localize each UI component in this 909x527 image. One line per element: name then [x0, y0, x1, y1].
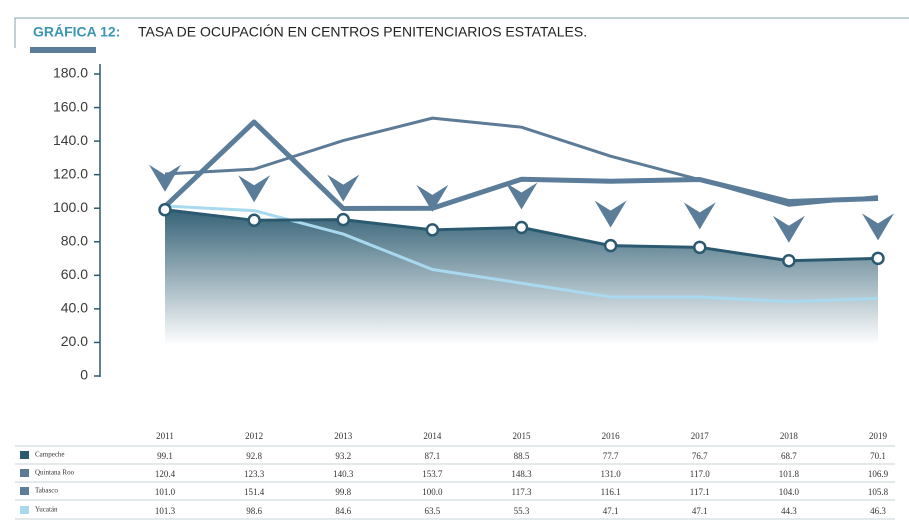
- table-header: 2019: [869, 431, 888, 441]
- table-cell: 92.8: [246, 451, 262, 461]
- chevron: [683, 202, 716, 230]
- y-tick-label: 180.0: [53, 65, 88, 81]
- table-header: 2016: [602, 431, 621, 441]
- table-cell: 101.8: [779, 469, 800, 479]
- table-header: 2012: [245, 431, 263, 441]
- table-cell: 117.3: [512, 487, 532, 497]
- table-cell: 87.1: [425, 451, 441, 461]
- legend-label: Tabasco: [35, 487, 58, 495]
- chevron: [416, 184, 449, 212]
- point: [693, 240, 707, 255]
- y-tick-label: 140.0: [53, 132, 88, 148]
- table-cell: 140.3: [333, 469, 354, 479]
- point: [871, 251, 885, 266]
- title-frame: [14, 17, 909, 48]
- table-header: 2017: [691, 431, 710, 441]
- chart-title-label: GRÁFICA 12:: [33, 24, 120, 40]
- table-header: 2015: [513, 431, 532, 441]
- point: [158, 202, 172, 217]
- table-cell: 101.0: [155, 487, 176, 497]
- table-cell: 99.8: [335, 487, 351, 497]
- table-cell: 153.7: [422, 469, 443, 479]
- point: [336, 212, 350, 227]
- y-tick-label: 160.0: [53, 98, 88, 114]
- chevron: [505, 182, 538, 210]
- table-cell: 98.6: [246, 506, 262, 516]
- table-cell: 84.6: [335, 506, 351, 516]
- table-cell: 120.4: [155, 469, 176, 479]
- table-cell: 105.8: [868, 487, 889, 497]
- series-line: [163, 119, 879, 212]
- table-cell: 123.3: [244, 469, 265, 479]
- table-cell: 117.0: [690, 469, 710, 479]
- table-cell: 116.1: [601, 487, 621, 497]
- legend-swatch: [20, 469, 29, 477]
- point: [425, 223, 440, 237]
- legend-swatch: [20, 487, 29, 495]
- point: [247, 213, 261, 228]
- series-line: [164, 204, 879, 304]
- table-cell: 100.0: [422, 487, 443, 497]
- chevron: [772, 215, 805, 243]
- series-line: [164, 116, 879, 207]
- table-cell: 93.2: [335, 451, 351, 461]
- table-cell: 99.1: [157, 451, 173, 461]
- table-cell: 68.7: [781, 451, 797, 461]
- point: [603, 238, 618, 253]
- table-cell: 148.3: [511, 469, 532, 479]
- table-header: 2011: [156, 431, 174, 441]
- y-tick-label: 80.0: [61, 232, 88, 248]
- table-cell: 44.3: [781, 506, 797, 516]
- table-cell: 88.5: [514, 451, 530, 461]
- table-cell: 151.4: [244, 487, 265, 497]
- chevron: [327, 174, 360, 202]
- chevron: [862, 213, 894, 241]
- legend-label: Quintana Roo: [35, 469, 75, 477]
- chart-title: TASA DE OCUPACIÓN EN CENTROS PENITENCIAR…: [138, 24, 587, 40]
- legend-swatch: [20, 451, 29, 459]
- y-tick-label: 20.0: [61, 333, 88, 349]
- table-cell: 131.0: [601, 469, 622, 479]
- table-cell: 70.1: [870, 451, 886, 461]
- table-header: 2014: [423, 431, 442, 441]
- chevron: [149, 164, 181, 192]
- point: [782, 253, 796, 268]
- table-cell: 76.7: [692, 451, 708, 461]
- table-cell: 47.1: [692, 506, 708, 516]
- table-cell: 55.3: [514, 506, 530, 516]
- table-cell: 47.1: [603, 506, 619, 516]
- table-cell: 77.7: [603, 451, 619, 461]
- legend-swatch: [20, 506, 29, 514]
- table-cell: 46.3: [870, 506, 886, 516]
- table-cell: 106.9: [868, 469, 889, 479]
- table-cell: 63.5: [425, 506, 441, 516]
- table-header: 2018: [780, 431, 799, 441]
- legend-label: Campeche: [35, 451, 65, 459]
- y-tick-label: 60.0: [61, 266, 88, 282]
- y-tick-label: 40.0: [61, 300, 88, 316]
- table-cell: 101.3: [155, 506, 176, 516]
- table-header: 2013: [334, 431, 353, 441]
- y-tick-label: 0: [80, 367, 88, 383]
- legend-label: Yucatán: [35, 506, 58, 514]
- title-accent: [30, 47, 96, 53]
- chevron: [238, 175, 271, 203]
- table-cell: 104.0: [779, 487, 800, 497]
- point: [514, 220, 529, 235]
- y-tick-label: 120.0: [53, 165, 88, 181]
- y-tick-label: 100.0: [53, 199, 88, 215]
- chevron: [594, 200, 627, 228]
- area: [165, 209, 878, 345]
- table-cell: 117.1: [690, 487, 710, 497]
